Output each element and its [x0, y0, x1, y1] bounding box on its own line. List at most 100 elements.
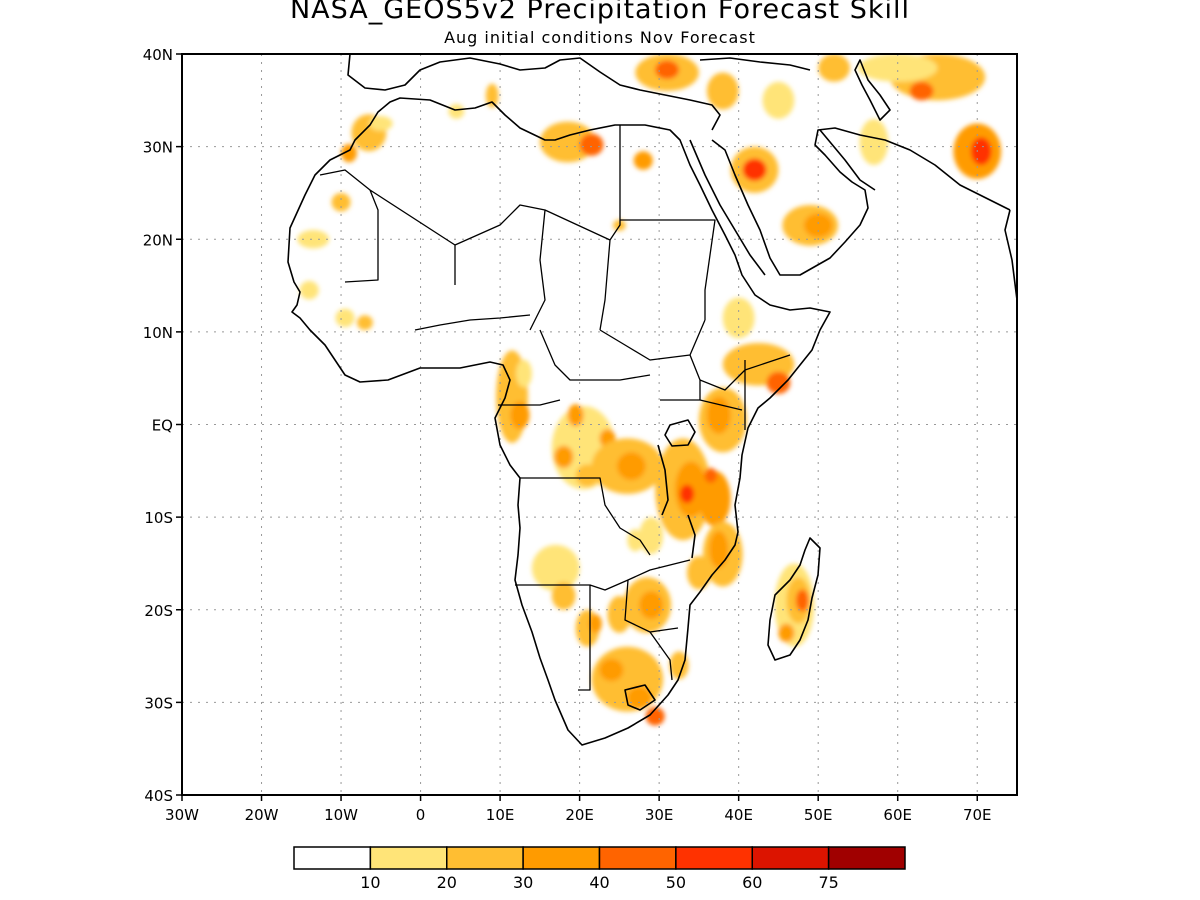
colorbar-label: 30 [513, 873, 533, 892]
skill-patch [335, 308, 355, 328]
colorbar-swatch [751, 846, 830, 870]
skill-patch [859, 118, 889, 166]
lat-tick-label: 20N [143, 231, 173, 249]
skill-patch [803, 213, 833, 238]
skill-patch [510, 401, 530, 430]
colorbar-label: 75 [818, 873, 838, 892]
skill-patch [579, 133, 604, 156]
skill-patch [857, 54, 938, 82]
skill-patch [627, 686, 652, 709]
country-borders [319, 125, 791, 691]
europe-coastline [347, 54, 721, 131]
skill-patch [698, 470, 731, 527]
skill-patch [331, 192, 351, 212]
colorbar: 10 20 30 40 50 60 75 [293, 846, 906, 892]
skill-patch [970, 137, 992, 166]
skill-patch [639, 517, 664, 555]
skill-patch [341, 143, 357, 163]
skill-patch [639, 591, 664, 620]
lake-malawi [687, 514, 696, 559]
skill-patch [599, 658, 624, 682]
colorbar-swatch [522, 846, 601, 870]
lat-tick-label: 40S [144, 787, 173, 805]
lat-tick-label: 40N [143, 46, 173, 64]
skill-patch [722, 297, 755, 339]
skill-patch [704, 468, 718, 483]
skill-patch [795, 589, 809, 612]
lon-tick-label: 30E [645, 806, 674, 824]
lat-tick-label: 30N [143, 139, 173, 157]
skill-patch [762, 81, 795, 119]
lon-tick-label: 50E [804, 806, 833, 824]
lon-tick-label: 70E [963, 806, 992, 824]
lon-tick-label: 40E [724, 806, 753, 824]
skill-patch [909, 81, 934, 101]
colorbar-swatch [293, 846, 372, 870]
chart-subtitle: Aug initial conditions Nov Forecast [444, 28, 756, 47]
coastlines-and-borders [287, 54, 1017, 746]
colorbar-swatch [369, 846, 448, 870]
skill-patch [575, 464, 600, 487]
persian-gulf [819, 129, 876, 191]
india-coast [1004, 209, 1017, 301]
skill-patch [706, 72, 739, 110]
colorbar-swatch [675, 846, 753, 870]
colorbar-swatch [827, 846, 906, 870]
colorbar-label: 20 [437, 873, 457, 892]
skill-patch [616, 452, 646, 481]
skill-patch [554, 445, 574, 469]
skill-patch [669, 651, 689, 680]
skill-patch [742, 158, 767, 181]
lat-tick-label: 10S [144, 509, 173, 527]
lon-tick-label: 20W [245, 806, 279, 824]
lon-tick-label: 20E [565, 806, 594, 824]
lake-victoria [664, 419, 696, 447]
lake-tanganyika [657, 444, 669, 516]
skill-patch [299, 280, 319, 300]
skill-patch [766, 371, 791, 394]
africa-coastline [287, 97, 831, 746]
lat-tick-label: EQ [152, 417, 173, 435]
skill-shading [297, 54, 1002, 726]
lat-tick-label: 10N [143, 324, 173, 342]
skill-patch [679, 484, 695, 504]
skill-patch [567, 404, 584, 427]
skill-patch [368, 116, 393, 131]
skill-patch [531, 544, 580, 592]
lon-tick-label: 10W [324, 806, 358, 824]
madagascar-outline [767, 537, 821, 661]
skill-patch [686, 556, 711, 590]
skill-patch [485, 83, 499, 108]
lon-tick-label: 0 [416, 806, 426, 824]
skill-patch [655, 60, 680, 80]
lon-tick-label: 60E [883, 806, 912, 824]
colorbar-swatch [446, 846, 524, 870]
lon-tick-label: 10E [486, 806, 515, 824]
skill-patch [356, 315, 373, 331]
colorbar-label: 50 [666, 873, 686, 892]
skill-patch [607, 595, 632, 633]
colorbar-label: 10 [360, 873, 380, 892]
skill-patch [297, 229, 330, 249]
black-sea [699, 57, 811, 71]
skill-patch [778, 623, 795, 643]
colorbar-swatch [598, 846, 677, 870]
skill-patch [448, 104, 465, 119]
skill-patch [818, 54, 850, 82]
lat-tick-label: 30S [144, 694, 173, 712]
arabia-coastline [711, 127, 1011, 276]
red-sea [689, 139, 766, 276]
skill-patch [709, 531, 729, 569]
caspian-sea [854, 59, 891, 121]
chart-title: NASA_GEOS5v2 Precipitation Forecast Skil… [289, 0, 911, 25]
lon-tick-label: 30W [165, 806, 199, 824]
colorbar-label: 40 [589, 873, 609, 892]
lat-tick-label: 20S [144, 602, 173, 620]
skill-patch [516, 359, 532, 388]
lesotho [624, 684, 656, 711]
skill-patch [645, 707, 665, 726]
skill-patch [589, 614, 602, 633]
gridlines [182, 54, 1017, 795]
